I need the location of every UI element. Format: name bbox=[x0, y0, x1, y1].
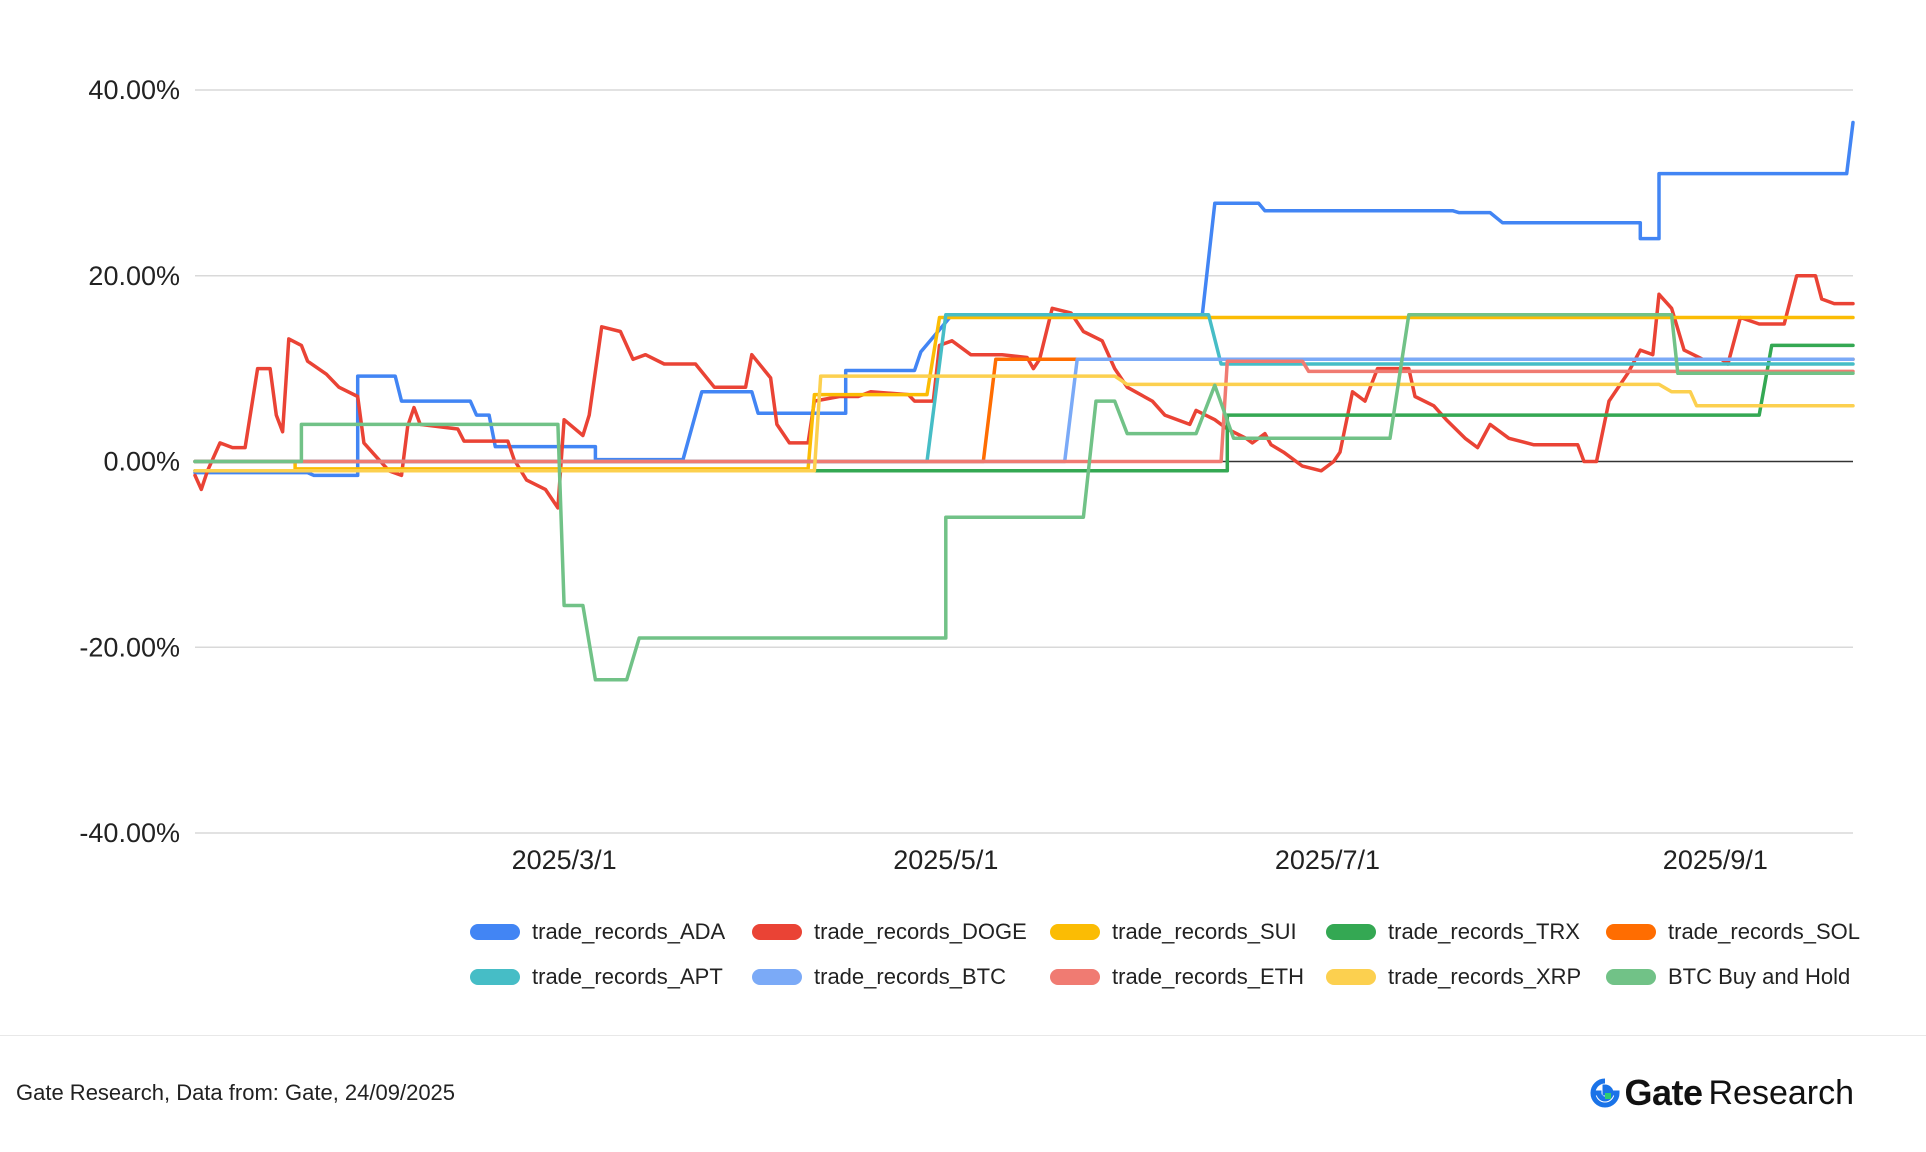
line-chart: -40.00% -20.00% 0.00% 20.00% 40.00% 2025/3/1… bbox=[79, 75, 1855, 875]
legend-item: trade_records_SOL bbox=[1606, 918, 1860, 946]
legend-item: trade_records_BTC bbox=[752, 963, 1006, 991]
legend-item: trade_records_DOGE bbox=[752, 918, 1027, 946]
x-tick-label: 2025/5/1 bbox=[893, 845, 998, 875]
legend-label: trade_records_XRP bbox=[1388, 964, 1582, 989]
series-line-trade-records-doge bbox=[193, 273, 1855, 510]
legend-swatch bbox=[1326, 969, 1376, 985]
series-line-trade-records-xrp bbox=[193, 374, 1855, 473]
legend-label: trade_records_ADA bbox=[532, 919, 726, 944]
legend-item: trade_records_TRX bbox=[1326, 918, 1580, 946]
legend-swatch bbox=[752, 924, 802, 940]
legend-label: BTC Buy and Hold bbox=[1668, 964, 1851, 989]
y-tick-label: -20.00% bbox=[79, 632, 180, 662]
legend-swatch bbox=[1050, 969, 1100, 985]
x-tick-label: 2025/9/1 bbox=[1663, 845, 1768, 875]
legend-item: trade_records_ADA bbox=[470, 918, 725, 946]
source-note: Gate Research, Data from: Gate, 24/09/20… bbox=[16, 1080, 456, 1105]
legend-swatch bbox=[470, 969, 520, 985]
x-tick-label: 2025/3/1 bbox=[512, 845, 617, 875]
y-axis-ticks: -40.00% -20.00% 0.00% 20.00% 40.00% bbox=[79, 75, 180, 848]
legend-item: trade_records_XRP bbox=[1326, 963, 1581, 991]
series-lines bbox=[193, 120, 1855, 682]
legend-item: BTC Buy and Hold bbox=[1606, 963, 1850, 991]
gate-logo-icon bbox=[1590, 1078, 1620, 1108]
legend-item: trade_records_APT bbox=[470, 963, 723, 991]
legend-label: trade_records_ETH bbox=[1112, 964, 1304, 989]
legend-label: trade_records_APT bbox=[532, 964, 723, 989]
x-tick-label: 2025/7/1 bbox=[1275, 845, 1380, 875]
legend-label: trade_records_DOGE bbox=[814, 919, 1027, 944]
y-tick-label: -40.00% bbox=[79, 818, 180, 848]
footer-divider bbox=[0, 1035, 1926, 1036]
series-line-trade-records-ada bbox=[193, 120, 1855, 478]
series-line-trade-records-apt bbox=[193, 313, 1855, 464]
legend-item: trade_records_SUI bbox=[1050, 918, 1297, 946]
x-axis-ticks: 2025/3/1 2025/5/1 2025/7/1 2025/9/1 bbox=[512, 845, 1768, 875]
series-line-btc-buy-and-hold bbox=[193, 313, 1855, 682]
series-line-trade-records-trx bbox=[193, 343, 1855, 473]
legend-swatch bbox=[1326, 924, 1376, 940]
legend-swatch bbox=[1606, 969, 1656, 985]
legend-item: trade_records_ETH bbox=[1050, 963, 1304, 991]
brand-sub: Research bbox=[1708, 1073, 1854, 1112]
legend-swatch bbox=[470, 924, 520, 940]
legend-label: trade_records_BTC bbox=[814, 964, 1006, 989]
y-tick-label: 20.00% bbox=[88, 261, 180, 291]
legend-swatch bbox=[1606, 924, 1656, 940]
y-tick-label: 40.00% bbox=[88, 75, 180, 105]
legend-swatch bbox=[1050, 924, 1100, 940]
series-line-trade-records-sui bbox=[193, 315, 1855, 471]
legend-label: trade_records_SUI bbox=[1112, 919, 1297, 944]
brand-logo: Gate Research bbox=[1590, 1072, 1854, 1114]
y-tick-label: 0.00% bbox=[103, 447, 180, 477]
legend-swatch bbox=[752, 969, 802, 985]
brand-name: Gate bbox=[1624, 1072, 1703, 1113]
legend-label: trade_records_TRX bbox=[1388, 919, 1580, 944]
legend-label: trade_records_SOL bbox=[1668, 919, 1860, 944]
